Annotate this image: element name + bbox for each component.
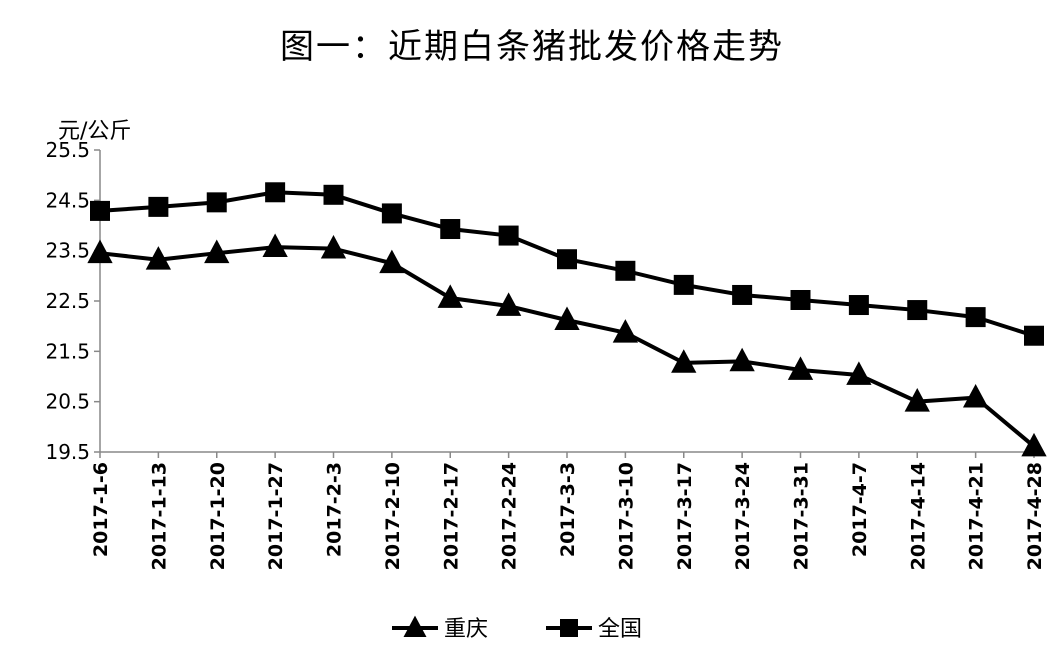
- data-point-triangle: [495, 292, 522, 316]
- data-point-triangle: [87, 239, 113, 264]
- x-tick-label: 2017-2-10: [382, 462, 404, 570]
- x-tick-label: 2017-1-27: [265, 462, 287, 570]
- series-line: [99, 245, 1036, 448]
- x-tick-label: 2017-4-28: [1024, 462, 1046, 570]
- legend-item: 重庆: [392, 615, 488, 642]
- legend-item: 全国: [546, 617, 642, 642]
- data-point-triangle: [612, 319, 639, 343]
- data-point-triangle: [671, 349, 697, 373]
- data-point-square: [557, 249, 577, 270]
- data-point-triangle: [262, 233, 288, 258]
- data-point-triangle: [962, 384, 989, 408]
- series-layer: [87, 182, 1047, 457]
- x-tick-label: 2017-4-14: [907, 462, 929, 570]
- data-point-square: [732, 284, 753, 305]
- x-tick-label: 2017-1-20: [207, 462, 229, 570]
- y-tick-label: 25.5: [45, 138, 90, 162]
- x-tick-label: 2017-3-17: [674, 462, 696, 570]
- series-chongqing: [87, 233, 1047, 457]
- y-tick-label: 24.5: [45, 188, 90, 212]
- y-tick-label: 23.5: [45, 239, 90, 263]
- data-point-square: [265, 182, 286, 203]
- x-tick-label: 2017-4-7: [849, 462, 871, 557]
- y-tick-label: 21.5: [45, 339, 90, 363]
- x-tick-label: 2017-3-24: [732, 462, 754, 570]
- y-tick-label: 19.5: [45, 440, 90, 464]
- data-point-square: [790, 289, 811, 310]
- data-point-triangle: [787, 356, 814, 380]
- data-point-square: [673, 274, 694, 295]
- legend-marker-square: [560, 619, 578, 637]
- y-tick-label: 20.5: [45, 390, 90, 414]
- data-point-square: [381, 203, 402, 224]
- data-point-square: [615, 260, 636, 281]
- data-point-triangle: [554, 306, 580, 331]
- x-tick-label: 2017-2-17: [440, 462, 462, 570]
- data-point-square: [90, 200, 110, 221]
- data-point-square: [907, 300, 928, 321]
- data-point-square: [848, 295, 869, 316]
- x-tick-label: 2017-3-3: [557, 462, 579, 557]
- legend-label: 全国: [598, 617, 642, 642]
- data-point-square: [440, 219, 461, 240]
- data-point-triangle: [320, 235, 347, 259]
- x-tick-label: 2017-2-24: [499, 462, 521, 570]
- legend-label: 重庆: [444, 617, 488, 642]
- data-point-square: [148, 196, 169, 217]
- y-axis-unit-label: 元/公斤: [58, 119, 131, 144]
- data-point-triangle: [379, 249, 405, 274]
- legend-marker-triangle: [403, 615, 427, 637]
- series-national: [90, 182, 1044, 346]
- data-point-triangle: [437, 284, 463, 308]
- data-point-triangle: [204, 239, 230, 264]
- x-tick-label: 2017-1-6: [90, 462, 112, 557]
- chart-title: 图一：近期白条猪批发价格走势: [280, 27, 784, 67]
- x-tick-label: 2017-1-13: [148, 462, 170, 570]
- data-point-triangle: [904, 388, 930, 412]
- data-point-triangle: [1021, 432, 1047, 457]
- x-tick-label: 2017-2-3: [324, 462, 346, 557]
- y-tick-label: 22.5: [45, 289, 90, 313]
- data-point-triangle: [846, 361, 872, 385]
- data-point-triangle: [729, 347, 755, 372]
- x-tick-label: 2017-3-10: [615, 462, 637, 570]
- data-point-square: [498, 225, 519, 246]
- data-point-square: [965, 307, 986, 328]
- data-point-square: [1024, 325, 1044, 346]
- data-point-square: [323, 184, 344, 205]
- legend: 重庆 全国: [392, 615, 642, 642]
- data-point-square: [206, 192, 227, 213]
- data-point-triangle: [145, 246, 172, 270]
- x-tick-label: 2017-3-31: [791, 462, 813, 570]
- x-tick-label: 2017-4-21: [966, 462, 988, 570]
